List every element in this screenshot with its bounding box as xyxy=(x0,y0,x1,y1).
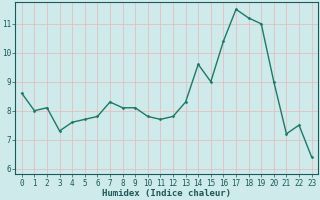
X-axis label: Humidex (Indice chaleur): Humidex (Indice chaleur) xyxy=(102,189,231,198)
